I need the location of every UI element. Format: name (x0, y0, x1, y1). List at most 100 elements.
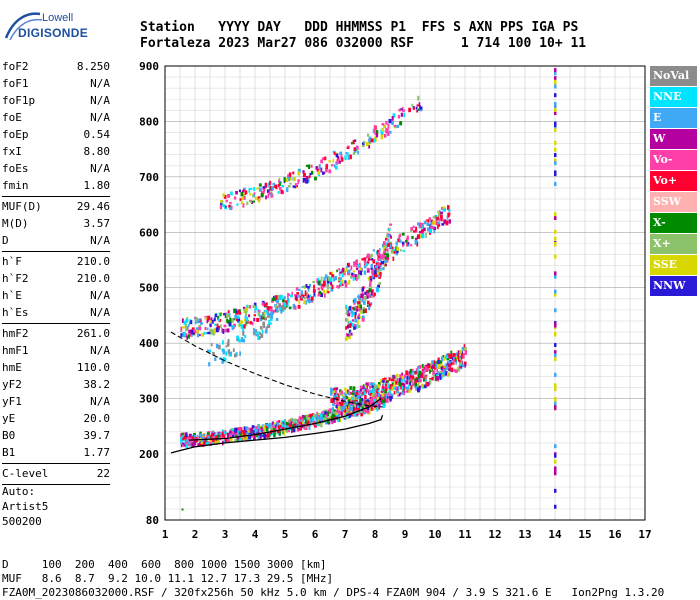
param-name: foE (2, 111, 22, 124)
echo-dot (227, 432, 230, 437)
echo-dot (253, 317, 256, 322)
echo-dot (183, 435, 187, 440)
echo-dot (280, 305, 284, 310)
echo-dot (411, 235, 414, 240)
echo-dot (299, 426, 302, 431)
echo-dot (287, 174, 289, 179)
echo-dot (405, 370, 408, 376)
echo-dot (180, 437, 183, 442)
echo-dot (331, 164, 334, 167)
echo-dot (408, 389, 411, 393)
echo-dot (401, 232, 405, 236)
param-name: M(D) (2, 217, 29, 230)
echo-dot (351, 273, 355, 278)
echo-dot (369, 303, 372, 306)
echo-dot (336, 400, 339, 404)
x-tick-label: 9 (402, 528, 409, 541)
digisonde-logo: Lowell DIGISONDE (4, 8, 124, 44)
echo-dot (259, 431, 263, 434)
echo-dot (554, 405, 557, 410)
echo-dot (344, 401, 348, 406)
echo-dot (447, 213, 449, 219)
echo-dot (278, 186, 282, 191)
echo-dot (208, 349, 212, 353)
echo-dot (432, 220, 436, 225)
x-tick-label: 17 (638, 528, 651, 541)
echo-dot (197, 318, 201, 322)
echo-dot (287, 176, 290, 181)
echo-dot (448, 363, 452, 368)
footer-file-info: FZA0M_2023086032000.RSF / 320fx256h 50 k… (2, 586, 665, 599)
echo-dot (333, 388, 336, 391)
echo-dot (308, 300, 311, 304)
echo-dot (441, 206, 444, 210)
echo-dot (267, 314, 271, 318)
echo-dot (242, 190, 245, 193)
echo-dot (364, 401, 367, 405)
echo-dot (206, 442, 209, 446)
echo-dot (347, 320, 350, 325)
echo-dot (378, 382, 381, 386)
param-row: foEs N/A (2, 160, 110, 177)
echo-dot (260, 193, 264, 198)
echo-dot (417, 387, 420, 393)
param-value: N/A (90, 111, 110, 124)
echo-dot (438, 221, 441, 225)
echo-dot (271, 186, 274, 191)
echo-dot (400, 112, 403, 117)
echo-dot (436, 368, 439, 373)
echo-dot (355, 307, 358, 310)
echo-dot (429, 380, 432, 385)
echo-dot (359, 310, 363, 314)
echo-dot (336, 269, 338, 273)
echo-dot (229, 433, 232, 438)
echo-dot (447, 360, 451, 366)
echo-dot (441, 374, 444, 377)
echo-dot (215, 343, 219, 349)
echo-dot (238, 189, 242, 193)
param-row: yF2 38.2 (2, 376, 110, 393)
echo-dot (442, 365, 446, 370)
echo-dot (362, 398, 366, 403)
echo-dot (426, 382, 429, 387)
echo-dot (348, 404, 352, 409)
echo-dot (423, 366, 426, 371)
echo-dot (245, 316, 249, 321)
echo-dot (214, 314, 218, 318)
echo-dot (186, 436, 190, 442)
echo-dot (232, 318, 236, 321)
echo-dot (374, 384, 377, 390)
echo-dot (377, 284, 381, 288)
echo-dot (378, 268, 381, 272)
echo-dot (396, 250, 399, 254)
echo-dot (192, 329, 196, 333)
echo-dot (212, 431, 215, 435)
echo-dot (439, 377, 442, 380)
echo-dot (554, 444, 557, 449)
echo-dot (227, 339, 230, 343)
echo-dot (370, 394, 373, 398)
echo-dot (423, 227, 426, 232)
echo-dot (391, 379, 395, 382)
echo-dot (236, 427, 240, 431)
echo-dot (457, 355, 460, 359)
echo-dot (338, 160, 341, 164)
echo-dot (271, 428, 274, 433)
echo-dot (366, 399, 369, 403)
echo-dot (311, 416, 315, 420)
echo-dot (327, 290, 330, 294)
echo-dot (397, 385, 400, 390)
echo-dot (244, 316, 247, 319)
echo-dot (344, 282, 348, 288)
echo-dot (308, 175, 311, 178)
param-value: 22 (96, 467, 110, 480)
legend-item: NoVal (650, 66, 697, 87)
echo-dot (209, 441, 212, 447)
echo-dot (345, 151, 348, 155)
echo-dot (362, 409, 365, 415)
echo-dot (231, 326, 234, 331)
echo-dot (376, 406, 379, 412)
echo-dot (296, 427, 299, 432)
echo-dot (196, 333, 200, 338)
echo-dot (292, 303, 296, 309)
